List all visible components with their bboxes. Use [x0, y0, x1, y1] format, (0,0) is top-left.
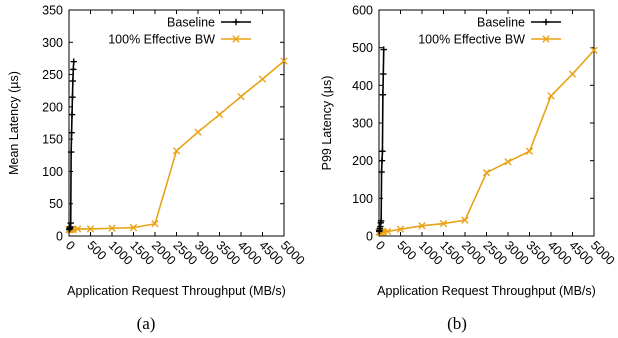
series-effective-bw	[375, 46, 598, 236]
legend-label: 100% Effective BW	[108, 33, 215, 47]
data-point-d2	[86, 225, 95, 233]
y-tick-label: 200	[352, 154, 373, 168]
x-axis-label: Application Request Throughput (MB/s)	[67, 284, 286, 298]
data-point-d2	[215, 110, 224, 119]
panel-caption: (b)	[447, 314, 467, 333]
data-point-d2	[172, 147, 181, 155]
x-tick-label: 1000	[106, 238, 136, 268]
y-tick-label: 300	[42, 36, 63, 50]
data-point-d2	[129, 223, 138, 232]
x-tick-label: 500	[84, 238, 109, 263]
y-tick-label: 400	[352, 79, 373, 93]
y-tick-label: 50	[49, 197, 63, 211]
data-point-d2	[237, 92, 245, 101]
data-point-d2	[439, 219, 448, 228]
legend-label: Baseline	[477, 16, 525, 30]
legend: Baseline 100% Effective BW	[418, 16, 561, 47]
y-tick-label: 0	[56, 230, 63, 244]
series-line	[68, 61, 75, 230]
y-tick-label: 100	[42, 165, 63, 179]
data-point-d2	[280, 57, 288, 65]
data-point-d2	[590, 46, 598, 54]
x-tick-label: 0	[63, 238, 78, 253]
legend: Baseline 100% Effective BW	[108, 16, 251, 47]
data-point-d2	[568, 70, 577, 78]
x-tick-label: 0	[373, 238, 388, 253]
y-tick-label: 200	[42, 100, 63, 114]
legend-marker-d2	[232, 35, 240, 43]
data-point-d2	[504, 158, 512, 166]
y-tick-label: 350	[42, 4, 63, 18]
data-point-d2	[108, 224, 116, 232]
data-point-d2	[194, 128, 202, 136]
data-point-d2	[151, 220, 159, 228]
y-tick-label: 150	[42, 133, 63, 147]
series-line	[69, 60, 285, 231]
y-tick-label: 600	[352, 4, 373, 18]
data-point-d2	[461, 216, 469, 224]
y-axis-label: Mean Latency (µs)	[7, 71, 21, 175]
y-tick-label: 500	[352, 41, 373, 55]
series-line	[379, 49, 595, 234]
data-point-d2	[396, 225, 405, 233]
y-tick-label: 100	[352, 192, 373, 206]
series-baseline	[376, 46, 387, 235]
x-axis-label: Application Request Throughput (MB/s)	[377, 284, 596, 298]
data-point-d2	[73, 225, 82, 233]
y-tick-label: 300	[352, 117, 373, 131]
y-axis-label: P99 Latency (µs)	[320, 76, 334, 171]
data-point-d2	[482, 169, 491, 177]
y-tick-label: 250	[42, 68, 63, 82]
series-baseline	[66, 58, 77, 233]
legend-label: Baseline	[167, 16, 215, 30]
data-point-d2	[258, 75, 267, 83]
legend-label: 100% Effective BW	[418, 33, 525, 47]
data-point-d2	[383, 227, 392, 236]
series-effective-bw	[65, 57, 288, 234]
x-tick-label: 500	[394, 238, 419, 263]
y-tick-label: 0	[366, 230, 373, 244]
legend-marker-d2	[542, 35, 550, 43]
data-point-d2	[547, 92, 555, 100]
data-point-d2	[418, 222, 426, 230]
data-point-d2	[525, 147, 534, 155]
x-tick-label: 1000	[416, 238, 446, 268]
panel-caption: (a)	[137, 314, 156, 333]
